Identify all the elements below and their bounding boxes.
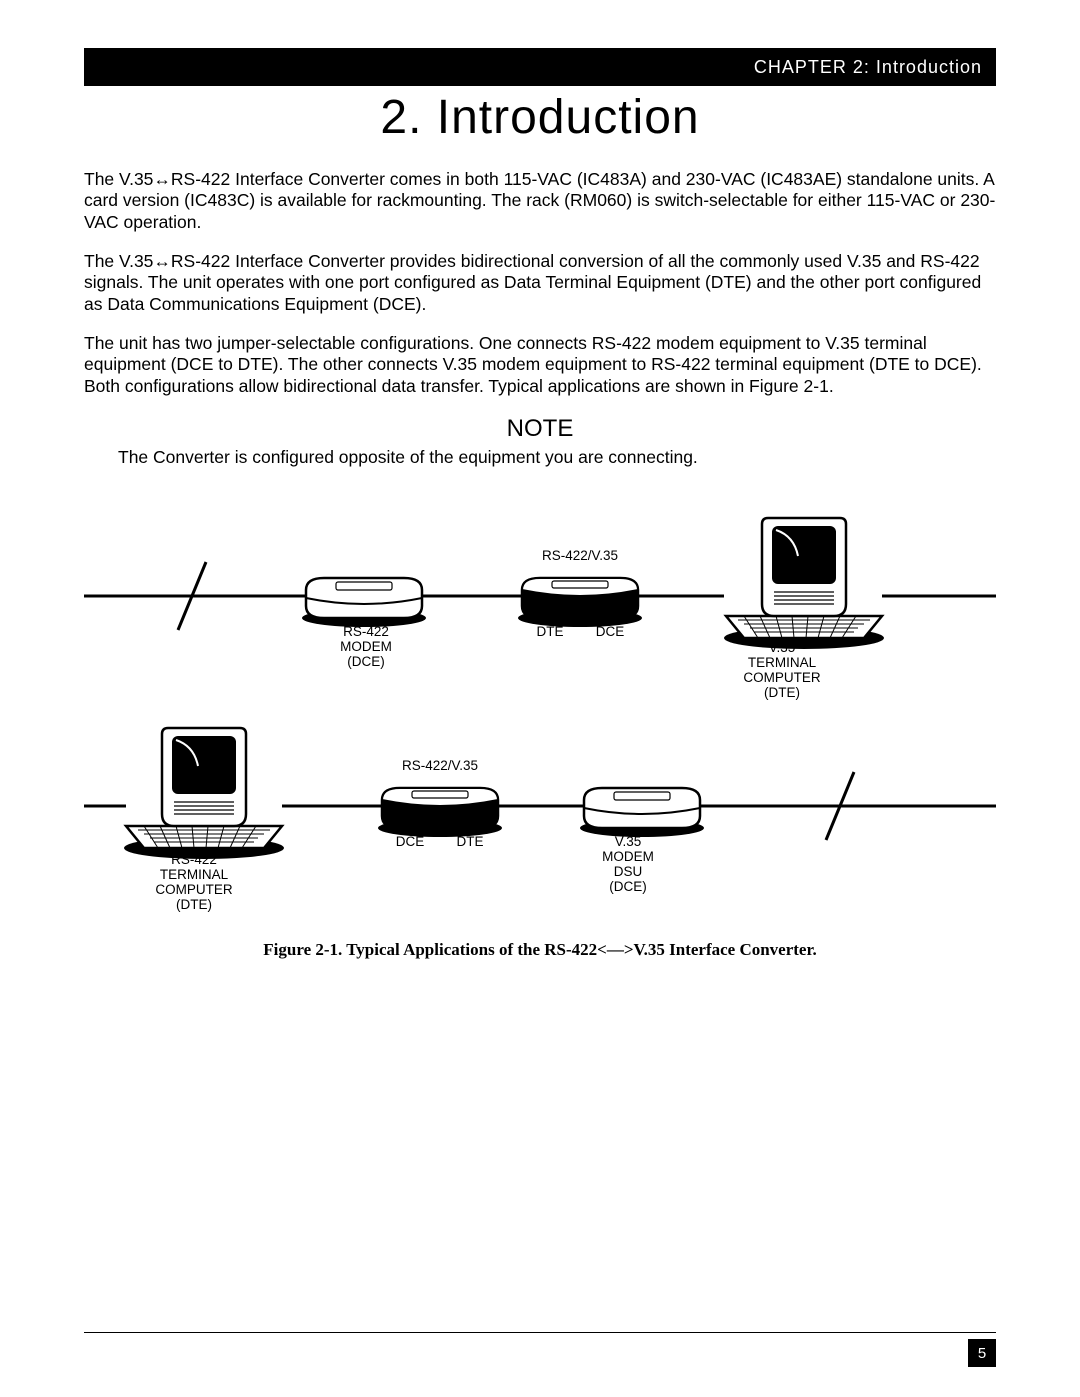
- chapter-header-text: CHAPTER 2: Introduction: [754, 57, 982, 78]
- label-bot-dce: DCE: [396, 834, 425, 849]
- rs422-terminal-icon: [124, 728, 284, 859]
- label-bot-left-4: (DTE): [176, 897, 212, 912]
- label-bot-dte: DTE: [457, 834, 484, 849]
- label-bot-upper: RS-422/V.35: [402, 758, 478, 773]
- page-number: 5: [968, 1339, 996, 1367]
- converter-bottom-icon: [378, 788, 502, 837]
- label-top-right-1: V.35: [769, 640, 796, 655]
- label-top-right-4: (DTE): [764, 685, 800, 700]
- label-top-dte: DTE: [537, 624, 564, 639]
- v35-terminal-icon: [724, 518, 884, 649]
- label-bot-left-2: TERMINAL: [160, 867, 229, 882]
- figure-caption: Figure 2-1. Typical Applications of the …: [84, 940, 996, 960]
- figure-diagram: RS-422/V.35 RS-422 MODEM (DCE) DTE DCE V…: [84, 496, 996, 916]
- label-bot-right-1: V.35: [615, 834, 642, 849]
- converter-top-icon: [518, 578, 642, 627]
- label-top-upper: RS-422/V.35: [542, 548, 618, 563]
- paragraph-1: The V.35↔RS-422 Interface Converter come…: [84, 169, 996, 233]
- chapter-header: CHAPTER 2: Introduction: [84, 48, 996, 86]
- label-bot-right-2: MODEM: [602, 849, 654, 864]
- rs422-modem-icon: [302, 578, 426, 627]
- label-top-dce: DCE: [596, 624, 625, 639]
- paragraph-2: The V.35↔RS-422 Interface Converter prov…: [84, 251, 996, 315]
- label-bot-right-3: DSU: [614, 864, 643, 879]
- page-number-text: 5: [978, 1345, 986, 1362]
- label-bot-left-1: RS-422: [171, 852, 217, 867]
- label-top-left-1: RS-422: [343, 624, 389, 639]
- label-bot-left-3: COMPUTER: [155, 882, 233, 897]
- label-bot-right-4: (DCE): [609, 879, 647, 894]
- page-title: 2. Introduction: [84, 90, 996, 145]
- note-text: The Converter is configured opposite of …: [118, 447, 996, 468]
- label-top-left-2: MODEM: [340, 639, 392, 654]
- footer-rule: [84, 1332, 996, 1333]
- v35-modem-icon: [580, 788, 704, 837]
- label-top-right-2: TERMINAL: [748, 655, 817, 670]
- paragraph-3: The unit has two jumper-selectable confi…: [84, 333, 996, 397]
- note-title: NOTE: [84, 415, 996, 443]
- label-top-right-3: COMPUTER: [743, 670, 821, 685]
- label-top-left-3: (DCE): [347, 654, 385, 669]
